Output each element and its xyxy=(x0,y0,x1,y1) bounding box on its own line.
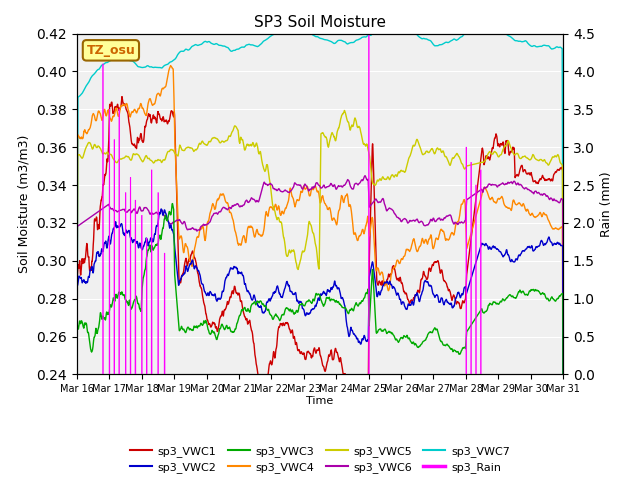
X-axis label: Time: Time xyxy=(307,396,333,406)
Legend: sp3_VWC1, sp3_VWC2, sp3_VWC3, sp3_VWC4, sp3_VWC5, sp3_VWC6, sp3_VWC7, sp3_Rain: sp3_VWC1, sp3_VWC2, sp3_VWC3, sp3_VWC4, … xyxy=(125,441,515,478)
Y-axis label: Rain (mm): Rain (mm) xyxy=(600,171,614,237)
Text: TZ_osu: TZ_osu xyxy=(86,44,135,57)
Y-axis label: Soil Moisture (m3/m3): Soil Moisture (m3/m3) xyxy=(18,135,31,273)
Title: SP3 Soil Moisture: SP3 Soil Moisture xyxy=(254,15,386,30)
